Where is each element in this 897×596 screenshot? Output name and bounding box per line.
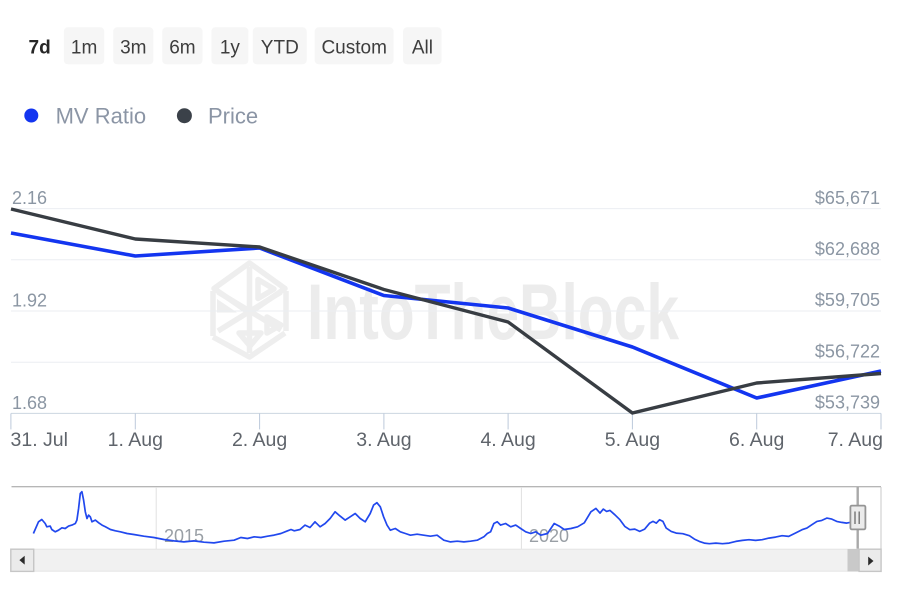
svg-text:$59,705: $59,705 — [815, 290, 880, 310]
svg-text:Price: Price — [208, 104, 258, 129]
svg-text:1m: 1m — [71, 37, 97, 58]
svg-text:31. Jul: 31. Jul — [11, 429, 68, 451]
svg-text:$56,722: $56,722 — [815, 341, 880, 361]
svg-text:7. Aug: 7. Aug — [828, 429, 883, 451]
svg-text:2. Aug: 2. Aug — [232, 429, 287, 451]
svg-text:MV Ratio: MV Ratio — [56, 104, 146, 129]
svg-text:6. Aug: 6. Aug — [729, 429, 784, 451]
svg-text:$53,739: $53,739 — [815, 393, 880, 413]
svg-text:1.92: 1.92 — [12, 291, 47, 311]
svg-text:4. Aug: 4. Aug — [480, 429, 535, 451]
svg-text:2020: 2020 — [529, 526, 569, 546]
svg-text:1. Aug: 1. Aug — [108, 429, 163, 451]
svg-text:1.68: 1.68 — [12, 393, 47, 413]
svg-text:2.16: 2.16 — [12, 188, 47, 208]
svg-text:3m: 3m — [120, 37, 146, 58]
svg-text:3. Aug: 3. Aug — [356, 429, 411, 451]
svg-text:7d: 7d — [29, 37, 51, 58]
svg-text:6m: 6m — [169, 37, 195, 58]
svg-text:1y: 1y — [220, 37, 241, 58]
svg-text:All: All — [412, 37, 433, 58]
svg-text:Custom: Custom — [321, 37, 386, 58]
svg-text:$62,688: $62,688 — [815, 239, 880, 259]
svg-text:5. Aug: 5. Aug — [605, 429, 660, 451]
svg-text:$65,671: $65,671 — [815, 188, 880, 208]
svg-text:2015: 2015 — [164, 526, 204, 546]
svg-text:YTD: YTD — [261, 37, 299, 58]
